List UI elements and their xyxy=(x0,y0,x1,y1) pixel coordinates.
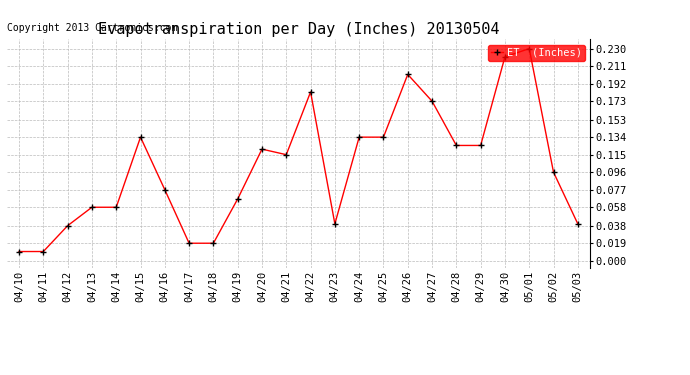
ET  (Inches) xyxy=(452,143,460,148)
ET  (Inches) xyxy=(306,90,315,94)
Line: ET  (Inches): ET (Inches) xyxy=(17,46,580,254)
ET  (Inches) xyxy=(185,241,193,246)
ET  (Inches) xyxy=(161,188,169,192)
ET  (Inches) xyxy=(525,46,533,51)
ET  (Inches) xyxy=(15,249,23,254)
ET  (Inches) xyxy=(404,72,412,76)
ET  (Inches) xyxy=(355,135,364,140)
ET  (Inches) xyxy=(549,170,558,174)
Text: Copyright 2013 Cartronics.com: Copyright 2013 Cartronics.com xyxy=(7,22,177,33)
Legend: ET  (Inches): ET (Inches) xyxy=(488,45,584,61)
ET  (Inches) xyxy=(112,205,120,210)
ET  (Inches) xyxy=(88,205,96,210)
ET  (Inches) xyxy=(477,143,485,148)
Title: Evapotranspiration per Day (Inches) 20130504: Evapotranspiration per Day (Inches) 2013… xyxy=(98,22,499,37)
ET  (Inches) xyxy=(233,197,242,201)
ET  (Inches) xyxy=(573,222,582,226)
ET  (Inches) xyxy=(331,222,339,226)
ET  (Inches) xyxy=(209,241,217,246)
ET  (Inches) xyxy=(63,224,72,228)
ET  (Inches) xyxy=(39,249,48,254)
ET  (Inches) xyxy=(428,99,436,104)
ET  (Inches) xyxy=(282,152,290,157)
ET  (Inches) xyxy=(137,135,145,140)
ET  (Inches) xyxy=(380,135,388,140)
ET  (Inches) xyxy=(258,147,266,152)
ET  (Inches) xyxy=(501,55,509,59)
